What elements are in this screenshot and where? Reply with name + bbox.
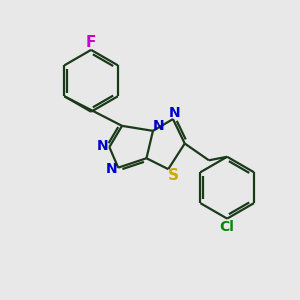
Text: Cl: Cl: [220, 220, 235, 234]
Text: N: N: [169, 106, 180, 120]
Text: S: S: [168, 167, 179, 182]
Text: N: N: [97, 139, 109, 153]
Text: N: N: [106, 162, 118, 176]
Text: F: F: [86, 35, 96, 50]
Text: N: N: [152, 118, 164, 133]
